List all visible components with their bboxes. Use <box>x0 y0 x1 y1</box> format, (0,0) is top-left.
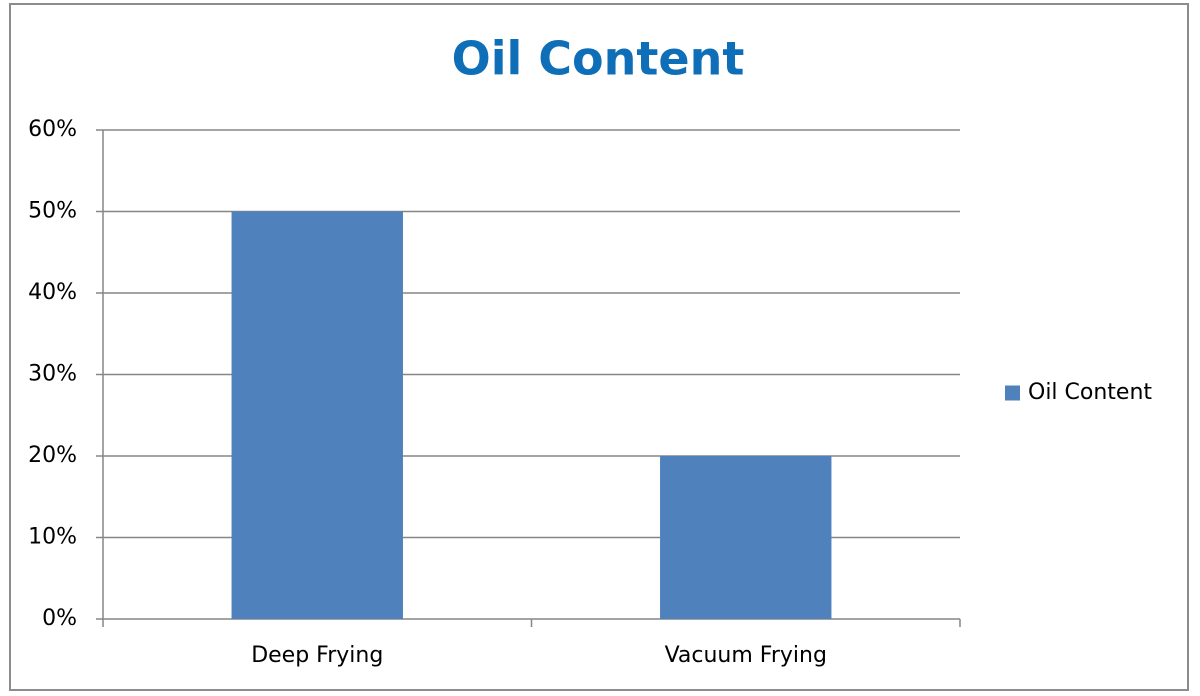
chart-title: Oil Content <box>452 32 745 86</box>
y-tick-label: 50% <box>28 199 77 224</box>
y-tick-label: 40% <box>28 280 77 305</box>
chart-border <box>9 3 1189 691</box>
y-tick-label: 60% <box>28 117 77 142</box>
bar <box>231 211 403 619</box>
legend-label: Oil Content <box>1028 380 1152 405</box>
legend-swatch <box>1005 385 1020 401</box>
y-tick-label: 0% <box>42 606 77 631</box>
y-tick-label: 20% <box>28 443 77 468</box>
y-tick-label: 30% <box>28 362 77 387</box>
bar <box>660 456 832 619</box>
y-tick-label: 10% <box>28 525 77 550</box>
x-tick-label: Deep Frying <box>251 643 383 668</box>
x-tick-label: Vacuum Frying <box>665 643 827 668</box>
